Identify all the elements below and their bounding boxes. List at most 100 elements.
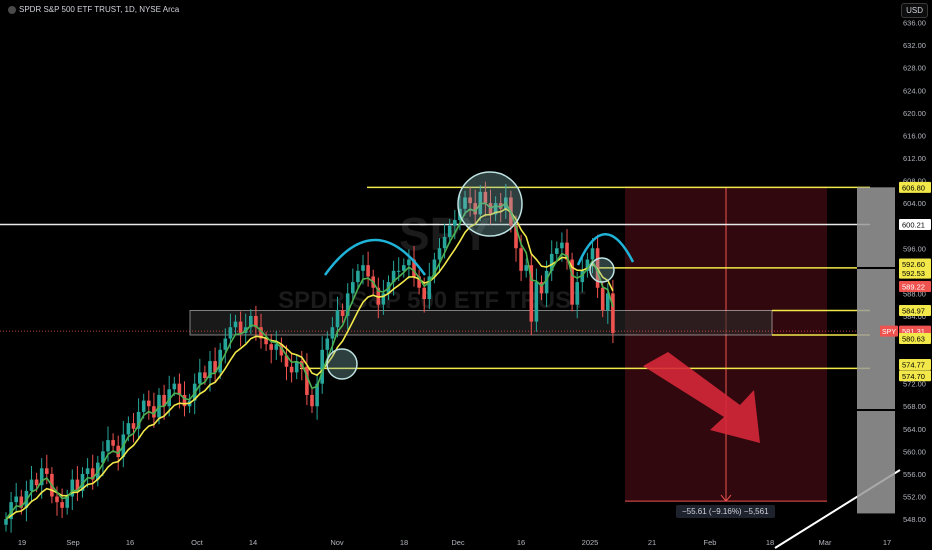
candle-body — [407, 259, 411, 266]
candle-body — [422, 287, 426, 300]
candle-body — [39, 468, 44, 486]
candle-body — [320, 349, 324, 384]
candle-body — [325, 338, 330, 350]
candle-body — [203, 372, 207, 379]
price-label: 574.77 — [902, 360, 925, 369]
candle-body — [147, 400, 151, 407]
candle-body — [376, 287, 381, 305]
candle-body — [570, 259, 574, 305]
x-tick-label: Nov — [330, 538, 344, 547]
candle-body — [152, 406, 156, 418]
x-tick-label: 21 — [648, 538, 656, 547]
candle-body — [126, 423, 131, 435]
y-tick-label: 556.00 — [903, 470, 926, 479]
candle-body — [131, 423, 136, 429]
candle-body — [264, 338, 268, 345]
price-label: 600.21 — [902, 220, 925, 229]
candle-body — [279, 344, 284, 356]
y-tick-label: 620.00 — [903, 109, 926, 118]
candle-body — [29, 479, 34, 491]
candle-body — [575, 282, 579, 305]
x-tick-label: 2025 — [582, 538, 599, 547]
price-label-tag — [899, 358, 931, 370]
candle-body — [65, 496, 69, 508]
price-label-tag — [899, 370, 931, 382]
y-tick-label: 596.00 — [903, 244, 926, 253]
candle-body — [544, 270, 549, 294]
candle-body — [45, 468, 49, 474]
breakout-circle — [326, 348, 358, 380]
candle-body — [514, 225, 518, 249]
candle-body — [432, 259, 437, 277]
price-label-tag — [899, 181, 931, 193]
right-shoulder-arc — [576, 233, 635, 266]
symbol-title: SPDR S&P 500 ETF TRUST, 1D, NYSE Arca — [19, 5, 180, 14]
candle-body — [560, 242, 564, 249]
candle-body — [310, 394, 314, 407]
measure-label: −55.61 (−9.16%) −5,561 — [676, 505, 775, 518]
candle-body — [305, 366, 309, 395]
price-label: 592.60 — [902, 260, 925, 269]
candle-body — [463, 197, 467, 209]
price-label: 606.80 — [902, 183, 925, 192]
y-tick-label: 616.00 — [903, 131, 926, 140]
candle-body — [437, 248, 442, 260]
x-tick-label: Feb — [704, 538, 717, 547]
candle-body — [136, 411, 141, 429]
candle-body — [427, 276, 432, 300]
candle-body — [442, 236, 447, 249]
currency-button[interactable]: USD — [901, 3, 928, 18]
candle-body — [284, 355, 289, 367]
candle-body — [453, 220, 457, 226]
symbol-header[interactable]: SPDR S&P 500 ETF TRUST, 1D, NYSE Arca — [8, 5, 179, 14]
candle-body — [585, 259, 590, 271]
candle-body — [19, 496, 24, 508]
candle-body — [4, 519, 8, 525]
candle-body — [182, 394, 187, 407]
candle-body — [198, 372, 202, 384]
candle-body — [172, 383, 177, 390]
price-label: 584.97 — [902, 306, 925, 315]
candle-body — [417, 276, 421, 288]
measure-arrowhead — [720, 494, 732, 502]
candle-body — [55, 496, 59, 503]
y-tick-label: 588.00 — [903, 289, 926, 298]
candle-body — [402, 265, 406, 271]
price-label: 581.31 — [902, 327, 925, 336]
x-tick-label: 16 — [517, 538, 525, 547]
price-label: 580.63 — [902, 335, 925, 344]
candle-body — [611, 293, 615, 333]
candle-body — [340, 310, 345, 316]
down-arrow — [643, 352, 760, 443]
candle-body — [233, 321, 238, 328]
candle-body — [238, 321, 243, 333]
candle-body — [259, 327, 263, 339]
symbol-logo-icon — [8, 5, 16, 14]
price-scale-highlight — [857, 187, 895, 514]
x-tick-label: Mar — [819, 538, 832, 547]
x-tick-label: 18 — [766, 538, 774, 547]
candle-body — [141, 400, 146, 412]
candle-body — [351, 282, 355, 294]
candle-body — [90, 468, 95, 480]
candle-body — [335, 310, 340, 328]
y-tick-label: 584.00 — [903, 312, 926, 321]
candle-body — [361, 265, 365, 271]
candle-body — [208, 361, 212, 379]
y-tick-label: 564.00 — [903, 425, 926, 434]
price-label: 589.22 — [902, 283, 925, 292]
candle-body — [549, 253, 554, 271]
y-tick-label: 560.00 — [903, 447, 926, 456]
candle-body — [75, 479, 80, 491]
candle-body — [269, 344, 273, 350]
candle-body — [600, 287, 605, 311]
ticker-tag — [880, 325, 898, 337]
y-tick-label: 632.00 — [903, 41, 926, 50]
candle-body — [356, 270, 360, 283]
x-tick-label: 17 — [883, 538, 891, 547]
candle-body — [111, 440, 115, 446]
x-tick-label: 16 — [126, 538, 134, 547]
x-tick-label: Dec — [451, 538, 465, 547]
candle-body — [468, 197, 472, 204]
